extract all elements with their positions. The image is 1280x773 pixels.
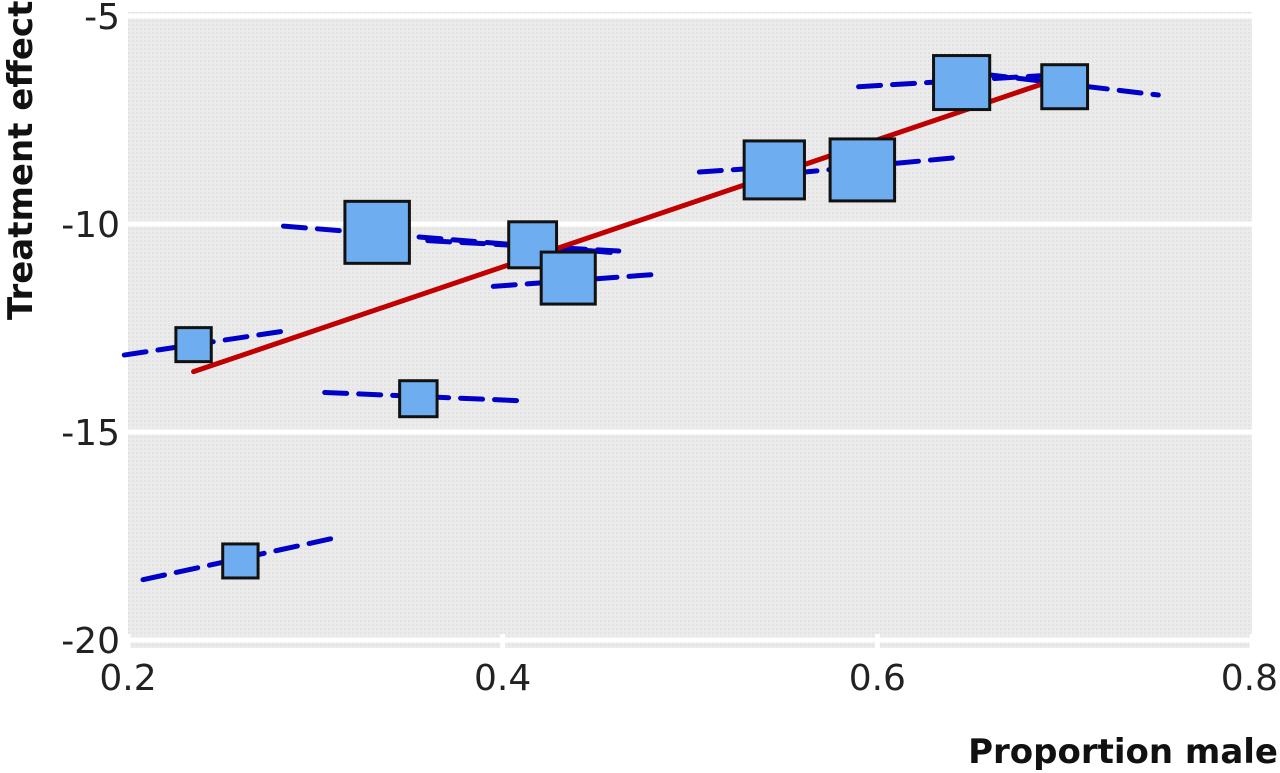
- study-marker: [828, 137, 897, 203]
- y-tick-label: -15: [61, 413, 120, 454]
- study-markers: [174, 54, 1090, 580]
- grid-lines: [125, 13, 1255, 648]
- study-marker: [343, 199, 411, 265]
- study-marker: [742, 139, 806, 201]
- regression-line-group: [191, 73, 1068, 375]
- study-marker: [539, 250, 597, 306]
- study-line: [425, 238, 622, 254]
- y-tick-label: -10: [61, 205, 120, 246]
- study-marker: [221, 542, 260, 580]
- y-tick-labels: -5 -10 -15 -20: [61, 0, 120, 662]
- x-tick-label: 0.6: [849, 658, 906, 699]
- x-tick-label: 0.8: [1221, 658, 1278, 699]
- regression-line: [191, 73, 1068, 375]
- study-line: [322, 389, 524, 404]
- x-axis-title: Proportion male: [968, 732, 1278, 772]
- x-tick-label: 0.2: [99, 658, 156, 699]
- study-marker: [1040, 63, 1090, 111]
- y-tick-label: -20: [61, 621, 120, 662]
- x-tick-label: 0.4: [474, 658, 531, 699]
- study-marker: [398, 379, 439, 419]
- y-axis-title: Treatment effect: [1, 1, 41, 320]
- study-marker: [932, 54, 992, 112]
- y-tick-label: -5: [84, 0, 120, 38]
- study-marker: [174, 326, 213, 364]
- study-line: [140, 535, 337, 583]
- x-tick-labels: 0.2 0.4 0.6 0.8: [99, 658, 1278, 699]
